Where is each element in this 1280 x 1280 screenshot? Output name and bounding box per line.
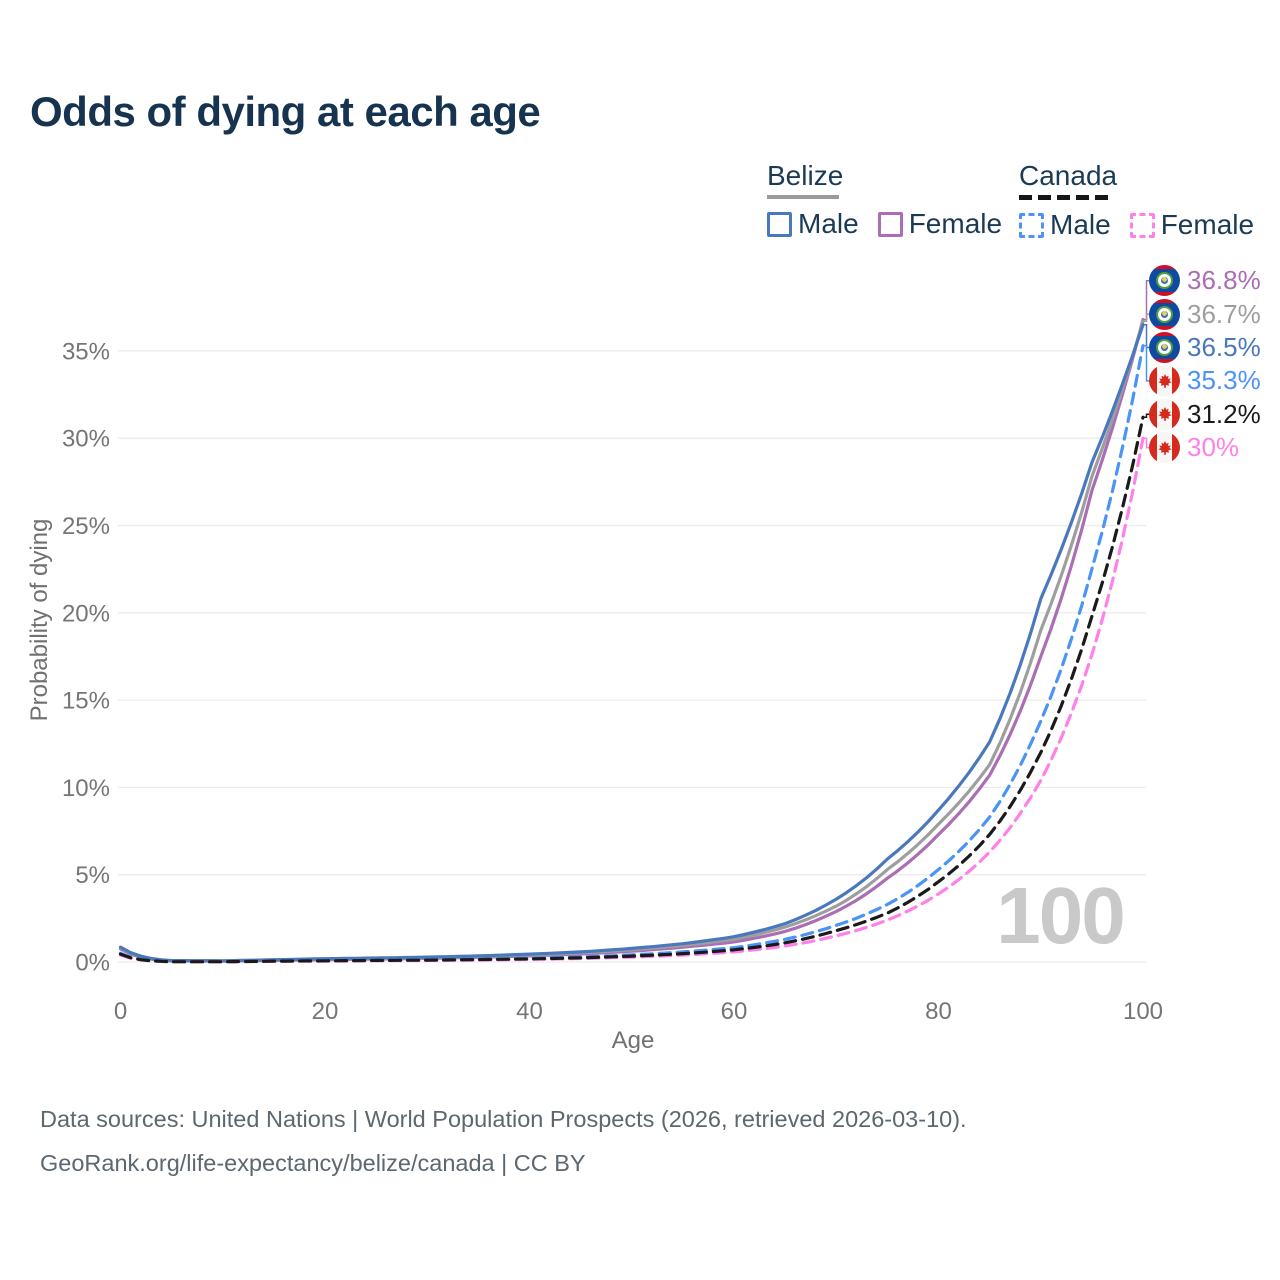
- x-tick-label: 0: [114, 998, 127, 1025]
- end-value: 36.7%: [1187, 298, 1261, 329]
- y-tick-label: 35%: [62, 338, 110, 365]
- series-line-belize-female[interactable]: [118, 317, 1145, 963]
- legend-item-label: Female: [908, 208, 1003, 239]
- end-value: 31.2%: [1187, 398, 1261, 429]
- canada-female-swatch-icon: [1129, 212, 1155, 238]
- y-axis-title: Probability of dying: [26, 519, 53, 722]
- legend-group-belize: Belize Male Female: [767, 160, 1002, 240]
- legend-item-belize-female[interactable]: Female: [877, 208, 1003, 240]
- end-label-row: 35.3%: [1149, 364, 1261, 397]
- canada-flag-icon: [1149, 365, 1180, 397]
- belize-female-swatch-icon: [877, 211, 903, 237]
- belize-male-swatch-icon: [767, 211, 792, 237]
- x-axis-title: Age: [612, 1027, 655, 1054]
- x-tick-label: 60: [721, 998, 748, 1025]
- x-tick-label: 80: [925, 998, 952, 1025]
- series-lines: [118, 317, 1145, 964]
- belize-flag-icon: [1149, 265, 1180, 297]
- maple-leaf-icon: [1157, 440, 1172, 455]
- end-label-row: 36.5%: [1149, 331, 1261, 364]
- page-title: Odds of dying at each age: [30, 88, 541, 135]
- canada-flag-icon: [1149, 398, 1180, 430]
- belize-solid-line-sample: [767, 195, 839, 199]
- end-value: 36.8%: [1187, 265, 1261, 296]
- y-tick-label: 30%: [62, 426, 110, 453]
- canada-flag-icon: [1149, 432, 1180, 464]
- y-tick-label: 10%: [62, 775, 110, 802]
- series-line-belize-male[interactable]: [118, 323, 1145, 963]
- end-label-row: 36.7%: [1149, 297, 1261, 330]
- series-line-belize-both-sexes[interactable]: [118, 319, 1145, 963]
- belize-flag-icon: [1149, 331, 1180, 363]
- hovered-age-watermark: 100: [996, 871, 1125, 960]
- y-tick-label: 20%: [62, 600, 110, 627]
- maple-leaf-icon: [1157, 373, 1172, 388]
- attribution-line: GeoRank.org/life-expectancy/belize/canad…: [40, 1150, 586, 1176]
- legend-item-label: Male: [798, 208, 859, 239]
- belize-flag-icon: [1149, 298, 1180, 330]
- end-value-labels: 36.8% 36.7% 36.5% 35.3% 31.2% 30%: [1149, 264, 1261, 464]
- end-label-row: 31.2%: [1149, 398, 1261, 431]
- end-label-row: 36.8%: [1149, 264, 1261, 297]
- x-tick-label: 40: [516, 998, 543, 1025]
- x-tick-label: 20: [312, 998, 339, 1025]
- end-value: 36.5%: [1187, 331, 1261, 362]
- footer: Data sources: United Nations | World Pop…: [40, 1106, 967, 1194]
- y-tick-label: 0%: [75, 950, 110, 977]
- axis-tick-labels: 0% 5% 10% 15% 20% 25% 30% 35% 0 20 40 60 80 100: [62, 338, 1163, 1025]
- end-value: 35.3%: [1187, 365, 1261, 396]
- end-label-row: 30%: [1149, 431, 1261, 464]
- maple-leaf-icon: [1157, 407, 1172, 422]
- y-tick-label: 25%: [62, 513, 110, 540]
- legend-item-label: Female: [1160, 209, 1255, 240]
- legend-item-belize-male[interactable]: Male: [767, 208, 859, 240]
- y-tick-label: 5%: [75, 862, 110, 889]
- legend-item-canada-male[interactable]: Male: [1019, 209, 1111, 241]
- end-value: 30%: [1187, 432, 1240, 463]
- canada-male-swatch-icon: [1019, 212, 1044, 238]
- legend-item-label: Male: [1050, 209, 1111, 240]
- series-line-canada-both-sexes[interactable]: [118, 415, 1145, 964]
- legend-group-canada: Canada Male Female: [1019, 160, 1254, 241]
- legend: Belize Male Female Canada Male: [0, 160, 1280, 250]
- legend-group-canada-label: Canada: [1019, 160, 1118, 191]
- y-tick-label: 15%: [62, 688, 110, 715]
- legend-item-canada-female[interactable]: Female: [1129, 209, 1255, 241]
- x-tick-label: 100: [1123, 998, 1163, 1025]
- data-sources-line: Data sources: United Nations | World Pop…: [40, 1106, 967, 1132]
- canada-dashed-line-sample: [1019, 195, 1109, 200]
- legend-group-belize-label: Belize: [767, 160, 844, 191]
